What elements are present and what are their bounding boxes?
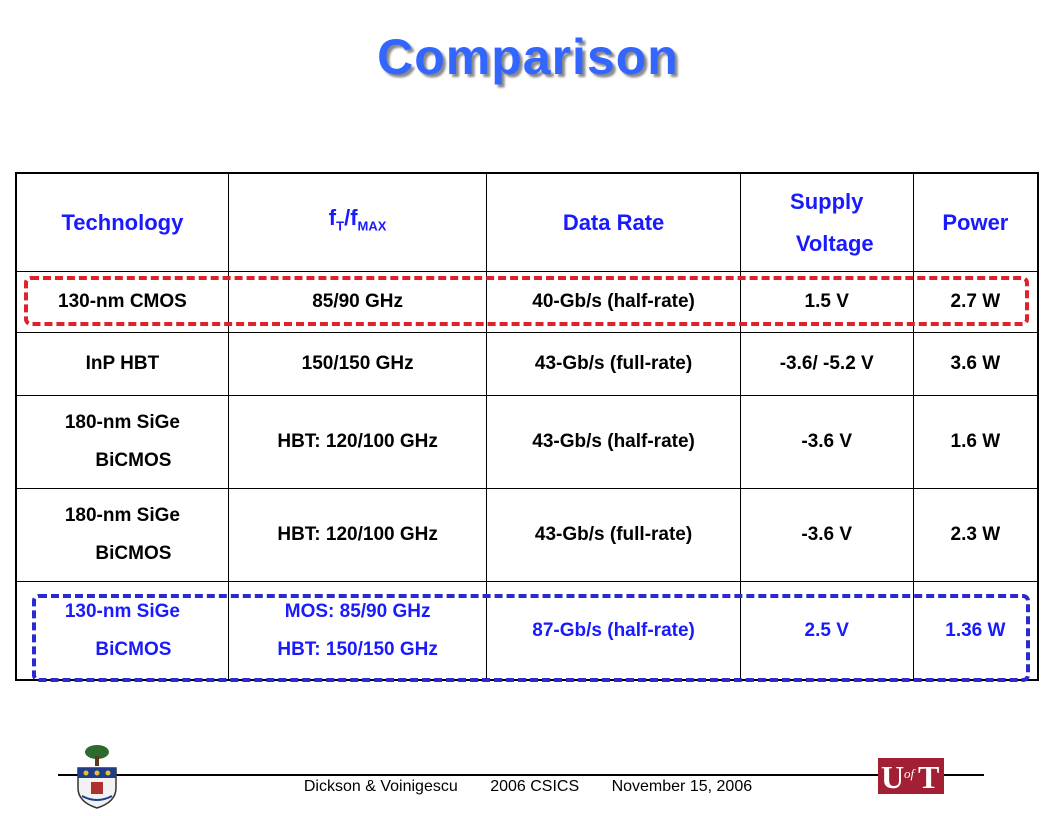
cell-ft-fmax: HBT: 120/100 GHz (227, 395, 488, 489)
cell-ft-fmax: 150/150 GHz (227, 332, 488, 396)
highlight-box-cmos (24, 276, 1029, 326)
cell-supply: -3.6 V (739, 395, 914, 489)
cell-power: 2.3 W (912, 488, 1039, 582)
header-ft-fmax: fT/fMAX (227, 172, 488, 272)
table-header-row: Technology fT/fMAX Data Rate Supply Volta… (15, 172, 1039, 272)
highlight-box-sige-bicmos (32, 594, 1030, 682)
table-row: InP HBT 150/150 GHz 43-Gb/s (full-rate) … (15, 332, 1039, 396)
footer-authors: Dickson & Voinigescu (303, 778, 458, 795)
svg-text:T: T (918, 759, 939, 794)
svg-text:U: U (881, 759, 904, 794)
cell-data-rate: 43-Gb/s (full-rate) (486, 332, 741, 396)
cell-data-rate: 43-Gb/s (half-rate) (486, 395, 741, 489)
university-crest-logo (77, 745, 117, 809)
comparison-table: Technology fT/fMAX Data Rate Supply Volta… (15, 172, 1039, 681)
cell-power: 1.6 W (912, 395, 1039, 489)
footer: Dickson & Voinigescu 2006 CSICS November… (0, 778, 1056, 796)
footer-date: November 15, 2006 (611, 778, 753, 795)
footer-divider (58, 774, 984, 776)
cell-power: 3.6 W (912, 332, 1039, 396)
cell-technology: 180-nm SiGe BiCMOS (15, 395, 229, 489)
university-of-toronto-logo: U of T (878, 758, 944, 794)
cell-supply: -3.6/ -5.2 V (739, 332, 914, 396)
header-supply-voltage: Supply Voltage (739, 172, 914, 272)
cell-technology: 180-nm SiGe BiCMOS (15, 488, 229, 582)
header-data-rate: Data Rate (486, 172, 741, 272)
table-row: 180-nm SiGe BiCMOS HBT: 120/100 GHz 43-Gb… (15, 488, 1039, 582)
table-row: 180-nm SiGe BiCMOS HBT: 120/100 GHz 43-Gb… (15, 395, 1039, 489)
cell-data-rate: 43-Gb/s (full-rate) (486, 488, 741, 582)
svg-text:of: of (904, 766, 917, 781)
cell-supply: -3.6 V (739, 488, 914, 582)
header-power: Power (912, 172, 1039, 272)
slide-title: Comparison (377, 29, 679, 85)
header-technology: Technology (15, 172, 229, 272)
footer-conference: 2006 CSICS (490, 778, 580, 795)
cell-ft-fmax: HBT: 120/100 GHz (227, 488, 488, 582)
cell-technology: InP HBT (15, 332, 229, 396)
